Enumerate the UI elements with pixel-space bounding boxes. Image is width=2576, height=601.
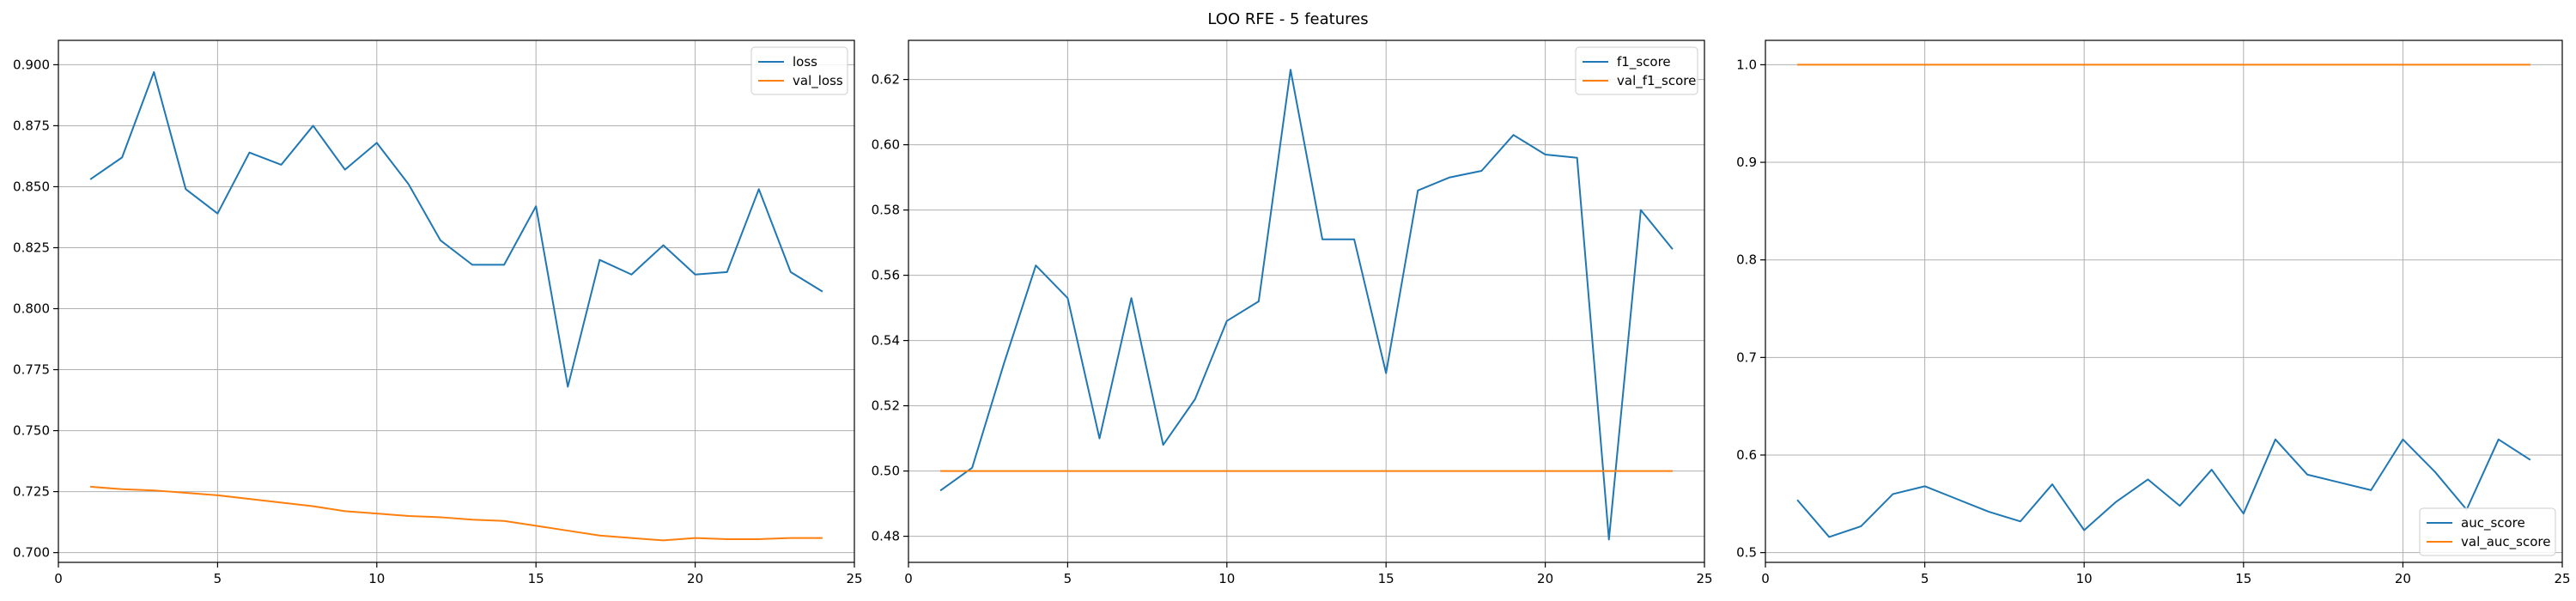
y-tick-label: 0.60 — [872, 137, 900, 153]
x-tick-label: 20 — [2395, 571, 2411, 586]
legend-label-loss: loss — [793, 54, 817, 70]
y-tick-label: 0.7 — [1736, 349, 1757, 365]
subplot-1: 0 5 10 15 20 25 0.700 0.725 0.750 0.775 0.800 0.825… — [13, 39, 863, 586]
legend-label-f1-score: f1_score — [1617, 54, 1671, 70]
legend-label-val-f1-score: val_f1_score — [1617, 73, 1696, 89]
subplots: 0 5 10 15 20 250.7000.7250.7500.7750.8000.825… — [13, 39, 2571, 586]
legend: f1_score val_f1_score — [1575, 46, 1698, 95]
x-tick-label: 5 — [1064, 571, 1072, 586]
y-tick-label: 0.800 — [13, 301, 50, 317]
y-tick-label: 0.900 — [13, 57, 50, 72]
x-tick-label: 20 — [687, 571, 703, 586]
y-tick-label: 0.52 — [872, 398, 900, 414]
axes-frame — [58, 39, 855, 563]
legend-label-val-auc-score: val_auc_score — [2461, 534, 2551, 550]
x-tick-label: 15 — [528, 571, 544, 586]
legend-label-auc-score: auc_score — [2461, 515, 2525, 531]
series-line-auc-score — [1796, 438, 2531, 538]
x-tick-label: 20 — [1537, 571, 1553, 586]
legend: loss val_loss — [750, 46, 848, 95]
y-tick-label: 0.8 — [1736, 252, 1757, 268]
axes-frame — [908, 39, 1705, 563]
x-tick-label: 5 — [1921, 571, 1929, 586]
y-tick-label: 0.9 — [1736, 155, 1757, 170]
y-tick-label: 0.700 — [13, 545, 50, 561]
legend-box — [1575, 46, 1698, 95]
y-tick-label: 0.50 — [872, 464, 900, 479]
x-tick-label: 15 — [1378, 571, 1394, 586]
series-line-loss — [89, 70, 823, 388]
y-tick-label: 0.875 — [13, 118, 50, 133]
y-tick-label: 0.775 — [13, 362, 50, 378]
y-tick-label: 0.725 — [13, 484, 50, 500]
x-tick-label: 15 — [2235, 571, 2251, 586]
x-tick-label: 25 — [846, 571, 862, 586]
x-tick-label: 5 — [214, 571, 222, 586]
y-tick-label: 0.58 — [872, 203, 900, 218]
x-tick-label: 25 — [2554, 571, 2570, 586]
y-tick-label: 0.825 — [13, 240, 50, 255]
y-tick-label: 0.5 — [1736, 545, 1757, 561]
subplot-2: 0 5 10 15 20 25 0.48 0.50 0.52 0.54 0.56 0.58 0.60 0.… — [872, 39, 1713, 586]
y-tick-label: 0.54 — [872, 333, 900, 349]
axes-frame — [1765, 39, 2563, 563]
x-tick-label: 25 — [1696, 571, 1712, 586]
x-tick-label: 10 — [2076, 571, 2093, 586]
y-tick-label: 0.56 — [872, 268, 900, 283]
series-line-f1-score — [939, 69, 1674, 541]
legend: auc_score val_auc_score — [2419, 507, 2556, 556]
x-tick-label: 0 — [904, 571, 913, 586]
y-tick-label: 0.750 — [13, 423, 50, 439]
legend-label-val-loss: val_loss — [793, 73, 843, 89]
y-tick-label: 1.0 — [1736, 57, 1757, 72]
series-line-val-loss — [90, 485, 823, 542]
y-tick-label: 0.850 — [13, 179, 50, 194]
y-tick-label: 0.48 — [872, 529, 900, 544]
x-tick-label: 10 — [1218, 571, 1235, 586]
x-tick-label: 10 — [368, 571, 385, 586]
legend-box — [2419, 507, 2556, 556]
x-tick-label: 0 — [54, 571, 63, 586]
figure-title: LOO RFE - 5 features — [1207, 10, 1368, 28]
legend-box — [750, 46, 848, 95]
subplot-3: 0 5 10 15 20 25 0.5 0.6 0.7 0.8 0.9 1.0 auc_scoreval… — [1736, 39, 2571, 586]
x-tick-label: 0 — [1761, 571, 1770, 586]
y-tick-label: 0.6 — [1736, 447, 1757, 463]
y-tick-label: 0.62 — [872, 72, 900, 88]
